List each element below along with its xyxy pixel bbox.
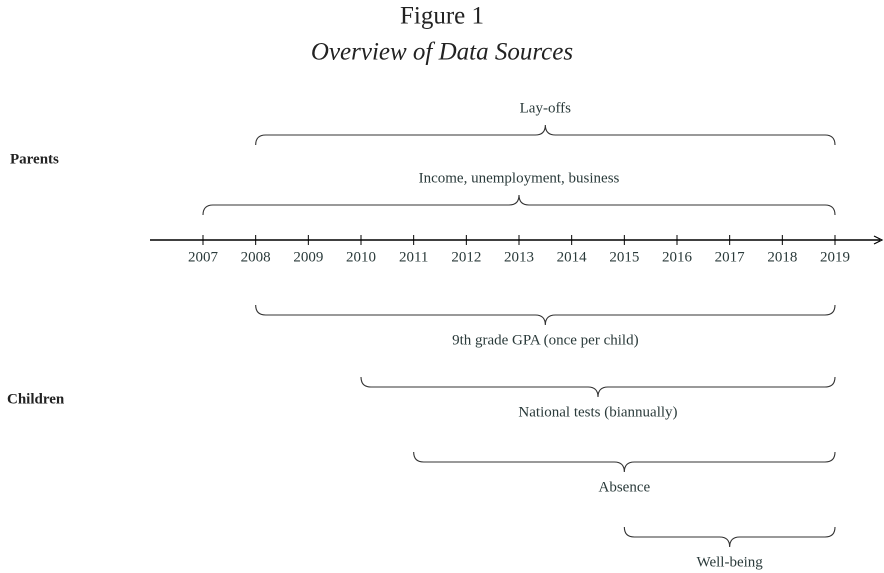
year-label: 2017	[715, 249, 746, 265]
year-label: 2009	[293, 249, 323, 265]
year-label: 2019	[820, 249, 850, 265]
year-label: 2011	[399, 249, 428, 265]
year-label: 2010	[346, 249, 376, 265]
year-label: 2015	[609, 249, 639, 265]
year-label: 2016	[662, 249, 693, 265]
figure-subtitle: Overview of Data Sources	[311, 39, 573, 66]
span-brace	[255, 304, 836, 326]
span-brace	[360, 376, 836, 398]
year-label: 2013	[504, 249, 534, 265]
year-label: 2007	[188, 249, 219, 265]
group-label: Parents	[10, 151, 59, 167]
span-label: Lay-offs	[520, 100, 572, 116]
axis-arrow	[873, 235, 884, 245]
group-label: Children	[7, 391, 65, 407]
year-label: 2008	[241, 249, 271, 265]
span-brace	[623, 526, 836, 548]
figure-title: Figure 1	[400, 3, 484, 30]
span-brace	[255, 124, 836, 146]
span-label: Absence	[599, 479, 651, 495]
year-label: 2012	[451, 249, 481, 265]
span-label: 9th grade GPA (once per child)	[452, 332, 638, 348]
span-label: Well-being	[697, 554, 764, 570]
span-brace	[413, 451, 836, 473]
year-label: 2014	[557, 249, 588, 265]
year-label: 2018	[767, 249, 797, 265]
span-brace	[202, 194, 836, 216]
span-label: Income, unemployment, business	[419, 170, 620, 186]
span-label: National tests (biannually)	[518, 404, 677, 420]
